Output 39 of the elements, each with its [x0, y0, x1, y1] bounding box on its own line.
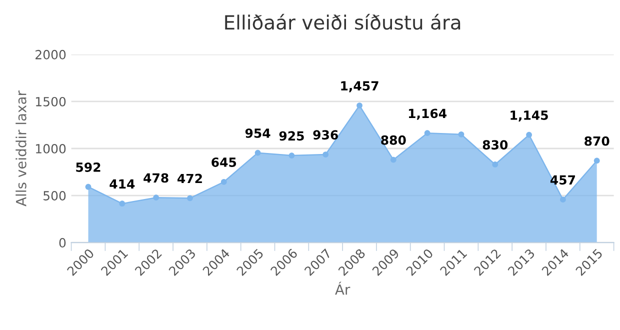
data-label: 880: [381, 135, 406, 145]
point: [458, 131, 464, 138]
y-tick-label: 2000: [36, 50, 66, 60]
data-label: 830: [482, 140, 508, 150]
y-tick-label: 0: [59, 238, 66, 248]
data-label: 645: [212, 158, 236, 167]
data-label: 1,457: [341, 81, 378, 92]
point: [153, 194, 160, 201]
point: [220, 178, 227, 185]
x-axis-title: Ár: [335, 282, 350, 295]
data-label: 1,145: [510, 110, 548, 122]
data-label: 414: [110, 179, 135, 189]
point: [594, 158, 600, 164]
data-label: 936: [313, 130, 338, 140]
data-label: 472: [177, 174, 202, 184]
point: [526, 132, 532, 138]
point: [85, 184, 92, 190]
data-label: 478: [144, 173, 168, 183]
point: [560, 196, 566, 203]
point: [492, 162, 498, 168]
point: [356, 102, 362, 108]
point: [424, 130, 430, 136]
data-label: 457: [550, 175, 575, 185]
point: [187, 195, 193, 202]
y-axis-title: Alls veiddir laxar: [16, 90, 26, 206]
y-tick-label: 1000: [36, 144, 66, 154]
point: [288, 152, 295, 158]
data-label: 954: [245, 128, 270, 138]
point: [119, 200, 126, 207]
data-label: 925: [279, 131, 304, 141]
data-label: 1,164: [408, 108, 447, 120]
point: [390, 156, 396, 163]
data-label: 592: [76, 162, 100, 172]
y-tick-label: 1500: [36, 96, 66, 106]
y-tick-label: 500: [44, 190, 66, 200]
data-label: 870: [584, 136, 610, 146]
chart-title: Elliðaár veiði síðustu ára: [225, 14, 460, 30]
point: [254, 150, 261, 156]
point: [322, 152, 329, 158]
